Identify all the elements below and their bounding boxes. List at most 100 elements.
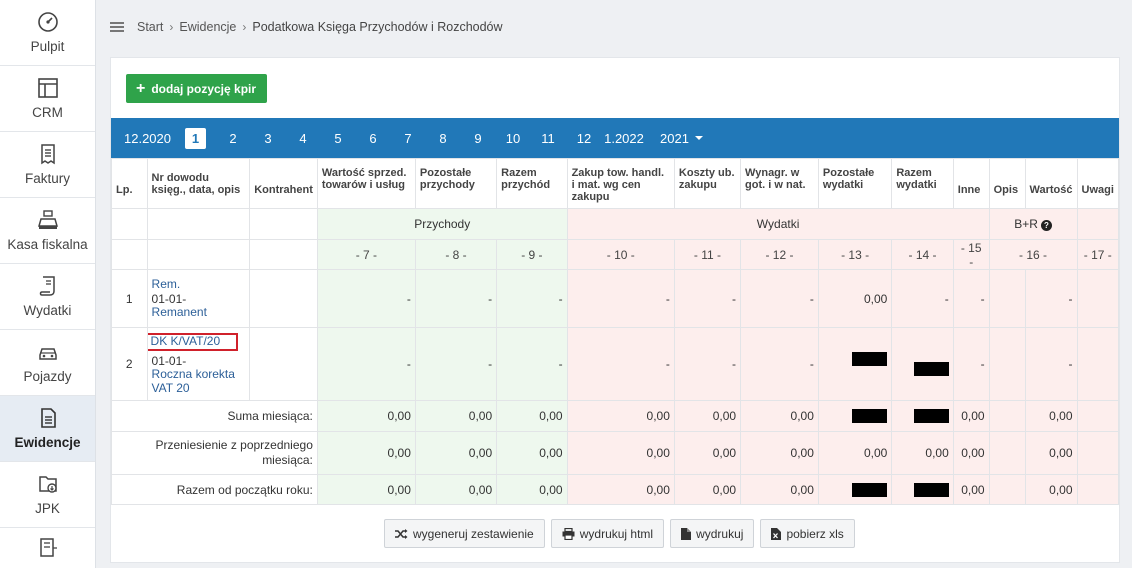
sidebar-item-kasa-fiskalna[interactable]: Kasa fiskalna <box>0 198 95 264</box>
row-doc-number[interactable]: Rem. <box>151 277 181 291</box>
breadcrumb-separator-icon: › <box>242 20 247 34</box>
month-navigation: 12.2020 1 2 3 4 5 6 7 8 9 10 11 12 1.202… <box>111 118 1119 158</box>
breadcrumb-section[interactable]: Ewidencje <box>179 20 237 34</box>
cell: - <box>740 269 819 328</box>
month-tab-3[interactable]: 3 <box>264 130 272 146</box>
month-tab-6[interactable]: 6 <box>369 130 377 146</box>
cell: - <box>316 269 416 328</box>
question-circle-icon[interactable]: ? <box>1040 220 1052 231</box>
cell: - <box>414 327 498 401</box>
cell: 0,00 <box>740 474 819 505</box>
sidebar-item-pojazdy[interactable]: Pojazdy <box>0 330 95 396</box>
cell: 0,00 <box>496 431 568 475</box>
cell: 0,00 <box>952 431 990 475</box>
cell <box>1076 400 1119 432</box>
sidebar-item-faktury[interactable]: Faktury <box>0 132 95 198</box>
header-c9: Razem przychód <box>496 158 568 209</box>
generate-report-button[interactable]: wygeneruj zestawienie <box>384 519 545 548</box>
cell-redacted <box>891 327 954 401</box>
cell: - <box>496 269 568 328</box>
row-doc-cell[interactable]: DK K/VAT/20 01-01- Roczna korekta VAT 20 <box>146 327 251 401</box>
sidebar-item-label: Faktury <box>24 171 70 186</box>
row-desc[interactable]: Remanent <box>151 304 207 319</box>
sidebar-item-pulpit[interactable]: Pulpit <box>0 0 95 66</box>
year-dropdown[interactable]: 2021 <box>660 131 703 146</box>
hamburger-menu-icon[interactable] <box>110 22 124 32</box>
month-tab-5[interactable]: 5 <box>334 130 342 146</box>
generate-report-label: wygeneruj zestawienie <box>413 526 534 541</box>
cell <box>1076 431 1119 475</box>
sidebar-item-ewidencje[interactable]: Ewidencje <box>0 396 95 462</box>
sidebar: Pulpit CRM Faktury Kasa fiskalna Wydatki… <box>0 0 96 568</box>
breadcrumb-start[interactable]: Start <box>137 20 164 34</box>
month-tab-11[interactable]: 11 <box>541 130 555 146</box>
print-button[interactable]: wydrukuj <box>670 519 755 548</box>
cell: 0,00 <box>414 474 498 505</box>
sidebar-item-jpk[interactable]: JPK <box>0 462 95 528</box>
cell: 0,00 <box>673 400 742 432</box>
row-lp: 1 <box>111 269 148 328</box>
cell: 0,00 <box>414 400 498 432</box>
cell: 0,00 <box>496 474 568 505</box>
cell: 0,00 <box>1024 400 1078 432</box>
month-prev-link[interactable]: 12.2020 <box>124 130 171 146</box>
row-contractor <box>249 269 318 328</box>
jpk-file-icon <box>37 473 59 495</box>
cell-redacted <box>817 327 893 401</box>
month-tab-10[interactable]: 10 <box>505 130 521 146</box>
header-c13: Pozostałe wydatki <box>817 158 893 209</box>
section-br-label: B+R <box>1014 217 1038 231</box>
cell: 0,00 <box>952 400 990 432</box>
section-income: Przychody <box>316 208 568 240</box>
row-doc-number[interactable]: DK K/VAT/20 <box>148 333 238 351</box>
download-xls-button[interactable]: pobierz xls <box>760 519 855 548</box>
cell: 0,00 <box>817 269 893 328</box>
summary-row-carry: Przeniesienie z poprzedniego miesiąca: 0… <box>111 431 1119 475</box>
col-number: - 10 - <box>566 239 675 270</box>
month-tab-12[interactable]: 12 <box>576 130 592 146</box>
year-value: 2021 <box>660 130 689 146</box>
redaction-block <box>913 482 949 497</box>
sidebar-item-crm[interactable]: CRM <box>0 66 95 132</box>
add-kpir-entry-button[interactable]: + dodaj pozycję kpir <box>126 74 268 103</box>
cell: - <box>952 269 990 328</box>
row-date: 01-01- <box>151 354 187 368</box>
month-tab-4[interactable]: 4 <box>299 130 307 146</box>
row-contractor <box>249 327 318 401</box>
cell-redacted <box>817 474 893 505</box>
cell <box>1076 269 1119 328</box>
row-desc[interactable]: Roczna korekta VAT 20 <box>151 367 235 395</box>
cell-redacted <box>891 474 954 505</box>
month-next-link[interactable]: 1.2022 <box>604 130 644 146</box>
print-html-button[interactable]: wydrukuj html <box>550 519 665 548</box>
table-header-row: Lp. Nr dowodu księg., data, opis Kontrah… <box>111 158 1119 209</box>
cell <box>988 474 1026 505</box>
cell: - <box>566 327 675 401</box>
sidebar-item-label: Pulpit <box>30 39 65 54</box>
col-number: - 8 - <box>414 239 498 270</box>
summary-label: Suma miesiąca: <box>111 400 318 432</box>
printer-icon <box>562 527 575 540</box>
month-tab-7[interactable]: 7 <box>404 130 412 146</box>
col-number: - 13 - <box>817 239 893 270</box>
month-tab-2[interactable]: 2 <box>229 130 237 146</box>
month-tab-9[interactable]: 9 <box>474 130 482 146</box>
gauge-icon <box>37 11 59 33</box>
plus-icon: + <box>136 79 146 97</box>
row-date: 01-01- <box>151 291 187 306</box>
cell: 0,00 <box>316 431 416 475</box>
month-tab-1[interactable]: 1 <box>185 127 206 149</box>
cell: - <box>316 327 416 401</box>
row-doc-cell[interactable]: Rem. 01-01- Remanent <box>146 269 251 328</box>
month-tab-8[interactable]: 8 <box>439 130 447 146</box>
cell: 0,00 <box>496 400 568 432</box>
col-number: - 9 - <box>496 239 568 270</box>
sidebar-item-wydatki[interactable]: Wydatki <box>0 264 95 330</box>
col-number: - 15 - <box>952 239 990 270</box>
cell: - <box>1024 269 1078 328</box>
kpir-panel: + dodaj pozycję kpir 12.2020 1 2 3 4 5 6… <box>110 57 1120 563</box>
redaction-block <box>913 409 949 424</box>
sidebar-item-label: Pojazdy <box>23 369 72 384</box>
summary-label: Przeniesienie z poprzedniego miesiąca: <box>111 431 318 475</box>
sidebar-item-more[interactable] <box>0 528 95 568</box>
